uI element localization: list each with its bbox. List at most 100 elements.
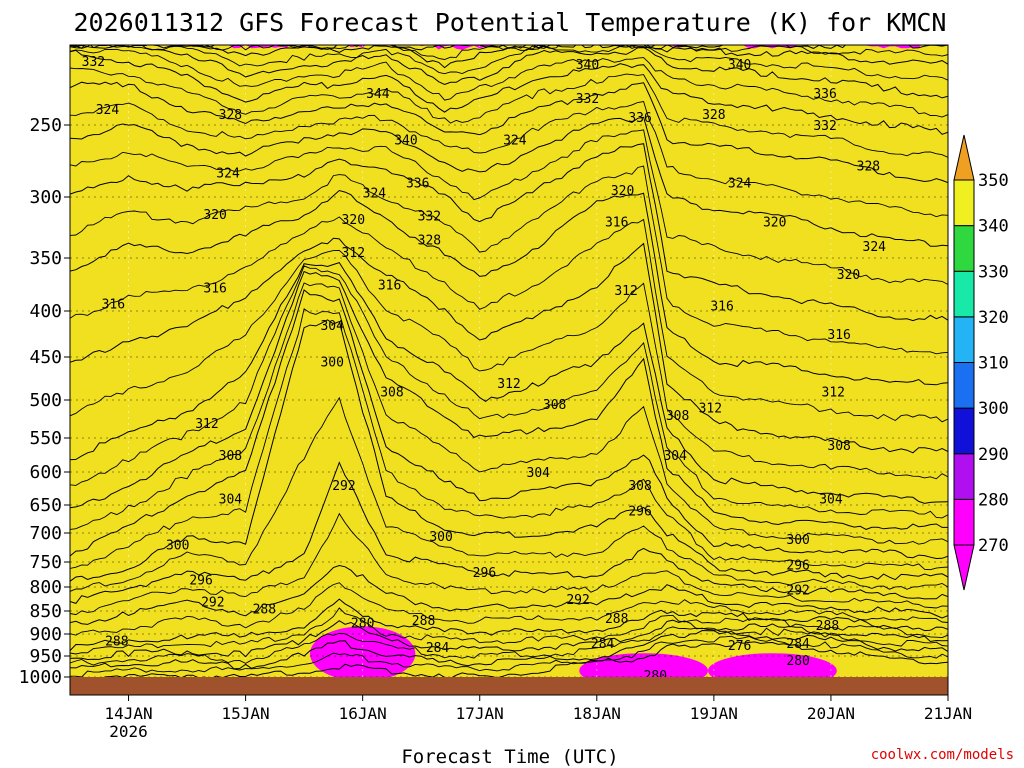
contour-label-67: 296: [786, 559, 809, 574]
contour-label-12: 292: [201, 595, 224, 610]
ytick-label-800: 800: [29, 577, 62, 598]
contour-label-61: 316: [710, 300, 733, 315]
contour-label-2: 328: [219, 108, 242, 123]
plot-frame: [69, 44, 949, 696]
contour-label-50: 308: [666, 409, 689, 424]
colorbar-swatch-270: [953, 498, 975, 546]
isentrope-284: [70, 619, 948, 661]
isentrope-290: [70, 582, 948, 636]
contour-label-66: 300: [786, 533, 809, 548]
xtick-label-21JAN: 21JAN: [924, 704, 972, 723]
colorbar-swatch-330: [953, 225, 975, 272]
contour-label-32: 296: [473, 566, 496, 581]
contour-label-42: 312: [614, 284, 637, 299]
isentrope-288: [70, 598, 948, 651]
isentrope-286: [70, 607, 948, 655]
contour-label-13: 288: [253, 603, 276, 618]
contour-label-36: 324: [503, 133, 527, 148]
chart-title: 2026011312 GFS Forecast Potential Temper…: [74, 8, 947, 37]
contour-label-39: 336: [628, 111, 651, 126]
contour-label-25: 300: [320, 355, 343, 370]
colorbar-label-280: 280: [978, 490, 1009, 510]
contour-label-27: 292: [332, 479, 355, 494]
colorbar-swatch-320: [953, 270, 975, 318]
isentrope-300: [70, 319, 948, 582]
contour-label-63: 312: [822, 385, 845, 400]
isentrope-326: [70, 129, 948, 285]
contour-label-28: 280: [351, 617, 374, 632]
isentrope-338: [70, 48, 948, 118]
ytick-label-550: 550: [29, 428, 62, 449]
contour-label-40: 320: [611, 184, 634, 199]
contour-label-52: 340: [728, 58, 751, 73]
contour-label-10: 300: [166, 539, 189, 554]
contour-label-71: 280: [786, 654, 809, 669]
theta-fill-layers: [70, 45, 948, 695]
contour-label-38: 340: [576, 58, 599, 73]
contour-label-55: 332: [813, 119, 836, 134]
ytick-label-850: 850: [29, 601, 62, 622]
isentrope-316: [70, 237, 948, 454]
contour-label-45: 284: [591, 637, 615, 652]
isentrope-304: [70, 289, 948, 560]
isentrope-292: [70, 564, 948, 625]
xtick-label-15JAN: 15JAN: [222, 704, 270, 723]
contour-label-9: 304: [219, 492, 243, 507]
colorbar-label-290: 290: [978, 445, 1009, 465]
isentrope-328: [70, 116, 948, 247]
xtick-label-18JAN: 18JAN: [573, 704, 621, 723]
ytick-label-1000: 1000: [19, 667, 62, 688]
colorbar-label-350: 350: [978, 171, 1009, 191]
x-axis-label: Forecast Time (UTC): [401, 746, 618, 768]
xtick-label-17JAN: 17JAN: [456, 704, 504, 723]
colorbar-label-320: 320: [978, 308, 1009, 328]
contour-label-56: 328: [857, 159, 880, 174]
isentrope-342: [108, 45, 948, 81]
contour-label-41: 316: [605, 215, 628, 230]
contour-label-72: 276: [728, 639, 751, 654]
isentrope-346: [70, 45, 948, 60]
colorbar-bottom-arrow: [953, 544, 975, 591]
contour-label-65: 304: [819, 492, 843, 507]
credit-text: coolwx.com/models: [871, 747, 1014, 763]
ytick-label-700: 700: [29, 523, 62, 544]
contour-label-48: 296: [628, 505, 651, 520]
isentrope-324: [70, 143, 948, 322]
contour-label-57: 324: [728, 177, 752, 192]
contour-label-34: 312: [497, 377, 520, 392]
contour-label-62: 316: [827, 328, 850, 343]
isentrope-280: [70, 629, 948, 670]
contour-label-26: 308: [380, 385, 403, 400]
isentrope-302: [70, 308, 948, 571]
contour-label-3: 324: [216, 167, 240, 182]
contour-label-7: 312: [195, 417, 218, 432]
isentrope-318: [70, 216, 948, 423]
isentrope-306: [70, 282, 948, 545]
isentrope-282: [70, 626, 948, 666]
isentrope-330: [70, 100, 948, 218]
contour-label-51: 312: [699, 402, 722, 417]
contour-label-6: 316: [203, 282, 226, 297]
colorbar-label-300: 300: [978, 399, 1009, 419]
ytick-label-900: 900: [29, 624, 62, 645]
ytick-label-450: 450: [29, 347, 62, 368]
isentrope-310: [70, 265, 948, 519]
colorbar-label-330: 330: [978, 262, 1009, 282]
contour-label-24: 304: [320, 319, 344, 334]
contour-label-59: 324: [863, 240, 887, 255]
isentrope-298: [70, 396, 948, 592]
contour-label-8: 308: [219, 449, 242, 464]
colorbar-swatch-310: [953, 316, 975, 363]
contour-label-31: 300: [429, 530, 452, 545]
isentrope-320: [70, 189, 948, 386]
colorbar-label-340: 340: [978, 217, 1009, 237]
pressure-axis: 2503003504004505005506006507007508008509…: [19, 115, 70, 688]
contour-label-17: 336: [406, 177, 429, 192]
contour-label-49: 304: [663, 449, 687, 464]
contour-label-70: 284: [786, 637, 810, 652]
colorbar-swatch-340: [953, 179, 975, 227]
isentrope-348: [70, 45, 948, 51]
xtick-sublabel-14JAN: 2026: [109, 722, 148, 741]
isentrope-340: [70, 45, 948, 99]
isentrope-334: [70, 67, 948, 158]
